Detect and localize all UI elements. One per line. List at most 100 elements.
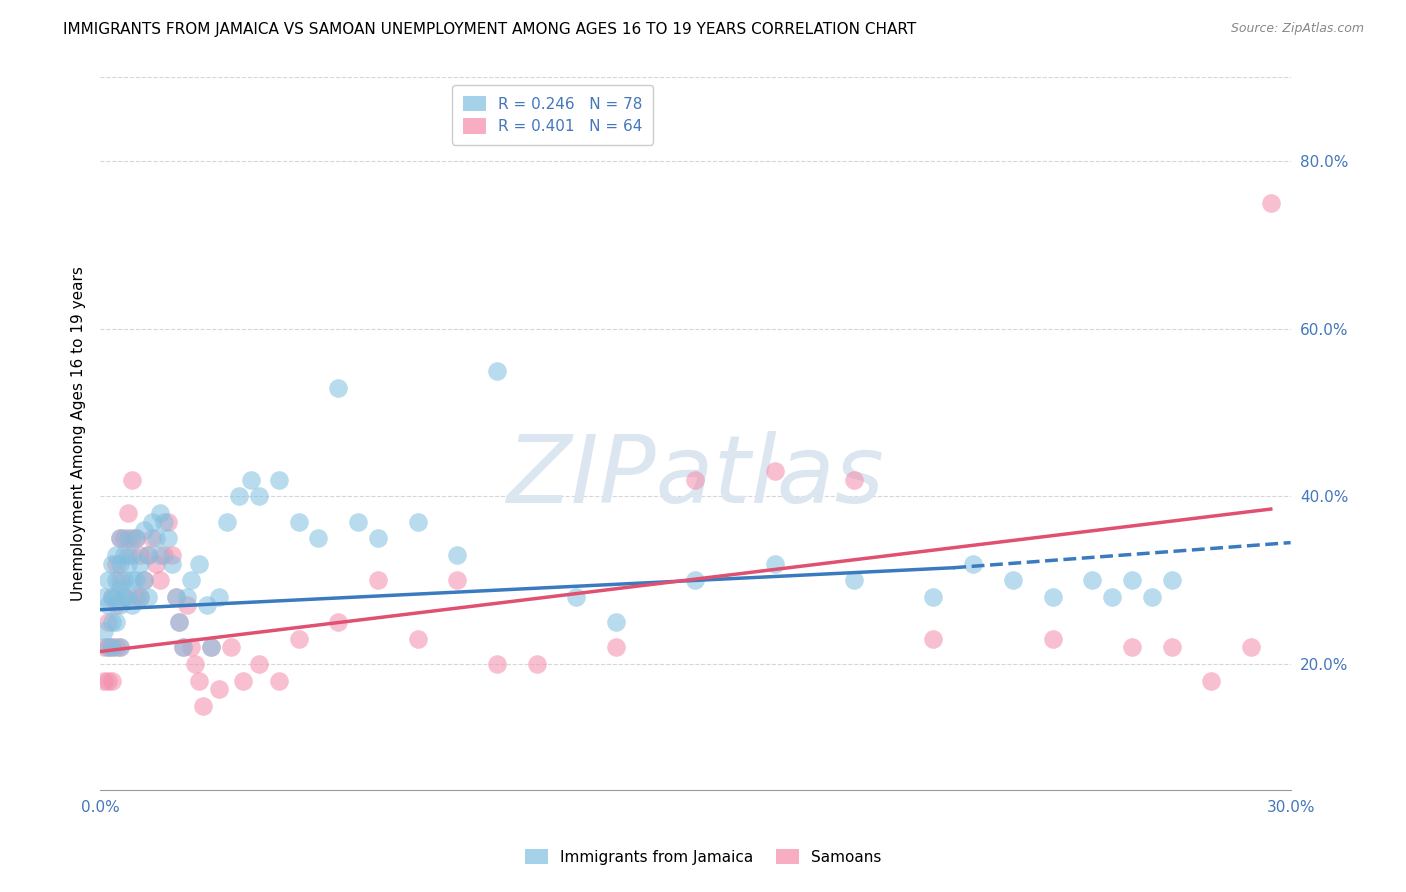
Point: [101, 590, 124, 604]
Point: [328, 380, 350, 394]
Point: [108, 599, 131, 613]
Point: [176, 599, 198, 613]
Point: [267, 473, 290, 487]
Y-axis label: Unemployment Among Ages 16 to 19 years: Unemployment Among Ages 16 to 19 years: [72, 266, 86, 601]
Point: [105, 640, 128, 655]
Point: [1101, 590, 1123, 604]
Point: [1240, 640, 1263, 655]
Point: [446, 574, 468, 588]
Point: [97, 640, 120, 655]
Point: [485, 657, 508, 672]
Point: [105, 548, 128, 562]
Point: [208, 682, 231, 697]
Point: [156, 515, 179, 529]
Point: [112, 548, 135, 562]
Point: [1081, 574, 1104, 588]
Point: [97, 615, 120, 630]
Point: [97, 673, 120, 688]
Point: [247, 490, 270, 504]
Point: [121, 599, 143, 613]
Point: [1199, 673, 1222, 688]
Point: [101, 590, 124, 604]
Point: [685, 473, 707, 487]
Point: [605, 615, 627, 630]
Point: [93, 624, 115, 638]
Point: [165, 590, 187, 604]
Point: [685, 574, 707, 588]
Point: [108, 557, 131, 571]
Point: [565, 590, 588, 604]
Point: [105, 557, 128, 571]
Text: ZIPatlas: ZIPatlas: [506, 431, 884, 522]
Point: [1140, 590, 1163, 604]
Point: [228, 490, 250, 504]
Point: [145, 557, 167, 571]
Point: [962, 557, 984, 571]
Point: [526, 657, 548, 672]
Point: [125, 532, 148, 546]
Point: [128, 590, 150, 604]
Point: [605, 640, 627, 655]
Point: [160, 557, 183, 571]
Point: [160, 548, 183, 562]
Point: [176, 590, 198, 604]
Point: [121, 532, 143, 546]
Point: [117, 590, 139, 604]
Point: [105, 615, 128, 630]
Point: [188, 557, 211, 571]
Point: [108, 640, 131, 655]
Point: [287, 515, 309, 529]
Point: [117, 506, 139, 520]
Point: [1160, 640, 1182, 655]
Point: [121, 574, 143, 588]
Point: [101, 557, 124, 571]
Point: [247, 657, 270, 672]
Point: [446, 548, 468, 562]
Point: [112, 590, 135, 604]
Point: [97, 599, 120, 613]
Point: [145, 532, 167, 546]
Point: [842, 473, 865, 487]
Point: [1160, 574, 1182, 588]
Point: [184, 657, 207, 672]
Point: [195, 599, 218, 613]
Point: [149, 506, 172, 520]
Point: [132, 523, 155, 537]
Point: [193, 699, 215, 714]
Point: [200, 640, 222, 655]
Point: [152, 515, 174, 529]
Point: [112, 590, 135, 604]
Text: Source: ZipAtlas.com: Source: ZipAtlas.com: [1230, 22, 1364, 36]
Point: [219, 640, 242, 655]
Point: [136, 590, 159, 604]
Point: [93, 640, 115, 655]
Legend: Immigrants from Jamaica, Samoans: Immigrants from Jamaica, Samoans: [515, 838, 891, 875]
Point: [97, 640, 120, 655]
Point: [287, 632, 309, 646]
Point: [97, 574, 120, 588]
Point: [367, 532, 389, 546]
Point: [169, 615, 191, 630]
Point: [93, 590, 115, 604]
Point: [112, 574, 135, 588]
Point: [172, 640, 194, 655]
Point: [101, 615, 124, 630]
Point: [180, 574, 202, 588]
Point: [136, 548, 159, 562]
Point: [165, 590, 187, 604]
Point: [763, 464, 786, 478]
Point: [125, 532, 148, 546]
Point: [406, 515, 429, 529]
Point: [406, 632, 429, 646]
Point: [108, 582, 131, 596]
Point: [105, 574, 128, 588]
Point: [128, 590, 150, 604]
Point: [328, 615, 350, 630]
Point: [121, 473, 143, 487]
Point: [136, 548, 159, 562]
Point: [121, 548, 143, 562]
Point: [149, 574, 172, 588]
Point: [485, 364, 508, 378]
Point: [117, 532, 139, 546]
Point: [842, 574, 865, 588]
